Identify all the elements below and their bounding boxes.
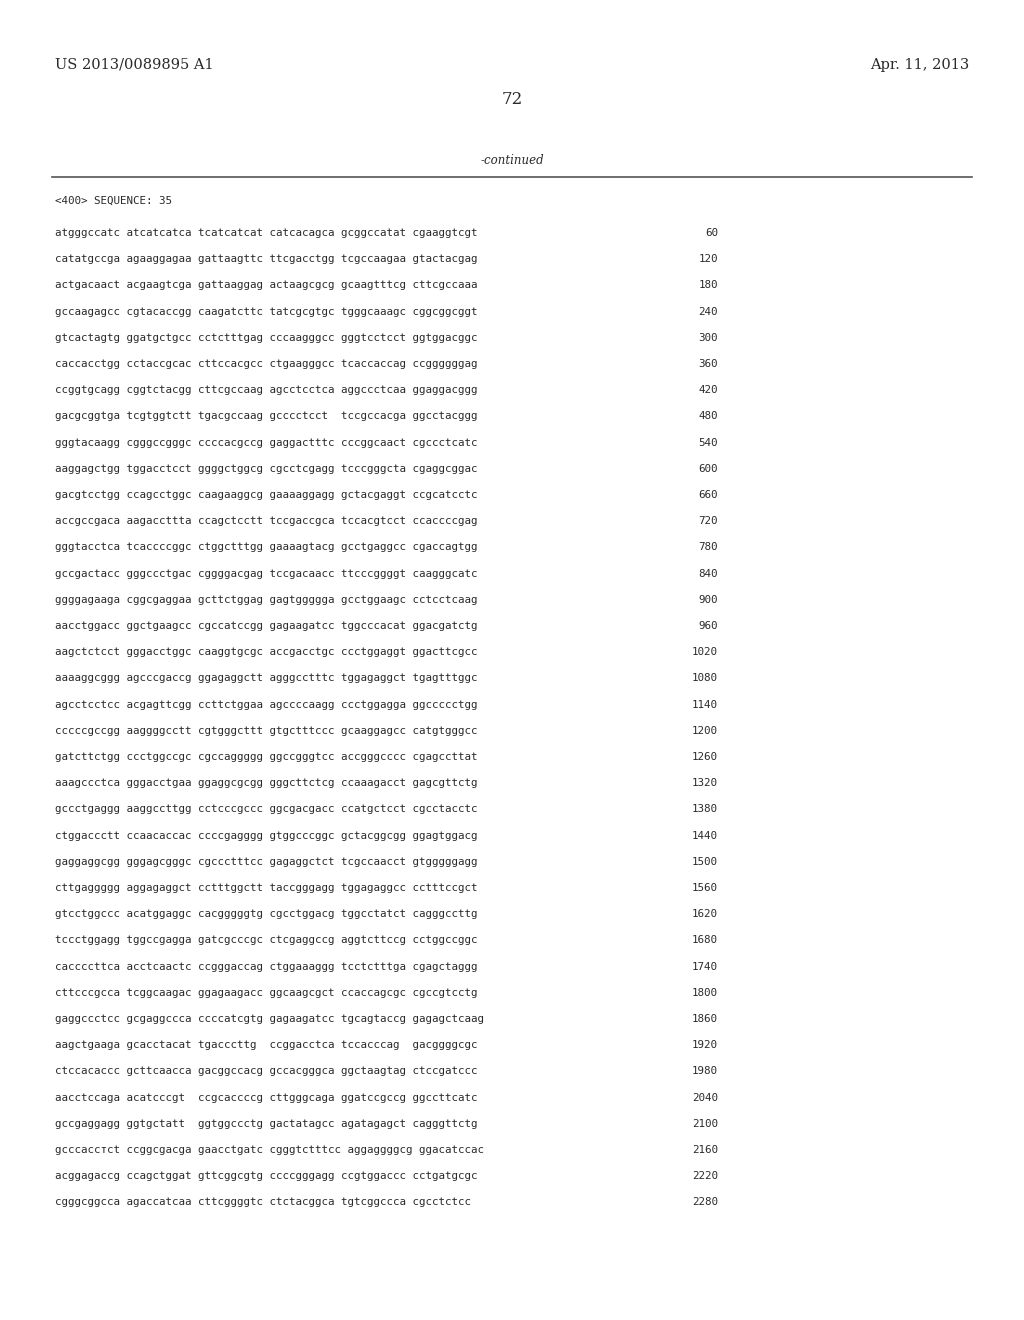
Text: 2280: 2280 bbox=[692, 1197, 718, 1208]
Text: gccgactacc gggccctgac cggggacgag tccgacaacc ttcccggggt caagggcatc: gccgactacc gggccctgac cggggacgag tccgaca… bbox=[55, 569, 477, 578]
Text: caccccttca acctcaactc ccgggaccag ctggaaaggg tcctctttga cgagctaggg: caccccttca acctcaactc ccgggaccag ctggaaa… bbox=[55, 961, 477, 972]
Text: gccctgaggg aaggccttgg cctcccgccc ggcgacgacc ccatgctcct cgcctacctc: gccctgaggg aaggccttgg cctcccgccc ggcgacg… bbox=[55, 804, 477, 814]
Text: 1800: 1800 bbox=[692, 987, 718, 998]
Text: 1740: 1740 bbox=[692, 961, 718, 972]
Text: gggtacctca tcaccccggc ctggctttgg gaaaagtacg gcctgaggcc cgaccagtgg: gggtacctca tcaccccggc ctggctttgg gaaaagt… bbox=[55, 543, 477, 552]
Text: 1980: 1980 bbox=[692, 1067, 718, 1076]
Text: 1920: 1920 bbox=[692, 1040, 718, 1051]
Text: 420: 420 bbox=[698, 385, 718, 395]
Text: tccctggagg tggccgagga gatcgcccgc ctcgaggccg aggtcttccg cctggccggc: tccctggagg tggccgagga gatcgcccgc ctcgagg… bbox=[55, 936, 477, 945]
Text: Apr. 11, 2013: Apr. 11, 2013 bbox=[869, 58, 969, 73]
Text: 840: 840 bbox=[698, 569, 718, 578]
Text: aacctggacc ggctgaagcc cgccatccgg gagaagatcc tggcccacat ggacgatctg: aacctggacc ggctgaagcc cgccatccgg gagaaga… bbox=[55, 620, 477, 631]
Text: gtcactagtg ggatgctgcc cctctttgag cccaagggcc gggtcctcct ggtggacggc: gtcactagtg ggatgctgcc cctctttgag cccaagg… bbox=[55, 333, 477, 343]
Text: 1140: 1140 bbox=[692, 700, 718, 710]
Text: gaggccctcc gcgaggccca ccccatcgtg gagaagatcc tgcagtaccg gagagctcaag: gaggccctcc gcgaggccca ccccatcgtg gagaaga… bbox=[55, 1014, 484, 1024]
Text: 2040: 2040 bbox=[692, 1093, 718, 1102]
Text: caccacctgg cctaccgcac cttccacgcc ctgaagggcc tcaccaccag ccggggggag: caccacctgg cctaccgcac cttccacgcc ctgaagg… bbox=[55, 359, 477, 370]
Text: agcctcctcc acgagttcgg ccttctggaa agccccaagg ccctggagga ggccccctgg: agcctcctcc acgagttcgg ccttctggaa agcccca… bbox=[55, 700, 477, 710]
Text: 540: 540 bbox=[698, 438, 718, 447]
Text: atgggccatc atcatcatca tcatcatcat catcacagca gcggccatat cgaaggtcgt: atgggccatc atcatcatca tcatcatcat catcaca… bbox=[55, 228, 477, 238]
Text: 2220: 2220 bbox=[692, 1171, 718, 1181]
Text: 2100: 2100 bbox=[692, 1119, 718, 1129]
Text: gatcttctgg ccctggccgc cgccaggggg ggccgggtcc accgggcccc cgagccttat: gatcttctgg ccctggccgc cgccaggggg ggccggg… bbox=[55, 752, 477, 762]
Text: 1200: 1200 bbox=[692, 726, 718, 735]
Text: aagctgaaga gcacctacat tgacccttg  ccggacctca tccacccag  gacggggcgc: aagctgaaga gcacctacat tgacccttg ccggacct… bbox=[55, 1040, 477, 1051]
Text: 480: 480 bbox=[698, 412, 718, 421]
Text: gacgtcctgg ccagcctggc caagaaggcg gaaaaggagg gctacgaggt ccgcatcctc: gacgtcctgg ccagcctggc caagaaggcg gaaaagg… bbox=[55, 490, 477, 500]
Text: aaggagctgg tggacctcct ggggctggcg cgcctcgagg tcccgggcta cgaggcggac: aaggagctgg tggacctcct ggggctggcg cgcctcg… bbox=[55, 463, 477, 474]
Text: ctggaccctt ccaacaccac ccccgagggg gtggcccggc gctacggcgg ggagtggacg: ctggaccctt ccaacaccac ccccgagggg gtggccc… bbox=[55, 830, 477, 841]
Text: cttgaggggg aggagaggct cctttggctt taccgggagg tggagaggcc cctttccgct: cttgaggggg aggagaggct cctttggctt taccggg… bbox=[55, 883, 477, 894]
Text: cgggcggcca agaccatcaa cttcggggtc ctctacggca tgtcggccca cgcctctcc: cgggcggcca agaccatcaa cttcggggtc ctctacg… bbox=[55, 1197, 471, 1208]
Text: 1860: 1860 bbox=[692, 1014, 718, 1024]
Text: gtcctggccc acatggaggc cacgggggtg cgcctggacg tggcctatct cagggccttg: gtcctggccc acatggaggc cacgggggtg cgcctgg… bbox=[55, 909, 477, 919]
Text: 120: 120 bbox=[698, 255, 718, 264]
Text: 600: 600 bbox=[698, 463, 718, 474]
Text: 300: 300 bbox=[698, 333, 718, 343]
Text: 1380: 1380 bbox=[692, 804, 718, 814]
Text: US 2013/0089895 A1: US 2013/0089895 A1 bbox=[55, 58, 214, 73]
Text: cttcccgcca tcggcaagac ggagaagacc ggcaagcgct ccaccagcgc cgccgtcctg: cttcccgcca tcggcaagac ggagaagacc ggcaagc… bbox=[55, 987, 477, 998]
Text: cccccgccgg aaggggcctt cgtgggcttt gtgctttccc gcaaggagcc catgtgggcc: cccccgccgg aaggggcctt cgtgggcttt gtgcttt… bbox=[55, 726, 477, 735]
Text: 72: 72 bbox=[502, 91, 522, 108]
Text: 1260: 1260 bbox=[692, 752, 718, 762]
Text: ctccacaccc gcttcaacca gacggccacg gccacgggca ggctaagtag ctccgatccc: ctccacaccc gcttcaacca gacggccacg gccacgg… bbox=[55, 1067, 477, 1076]
Text: gcccaccтct ccggcgacga gaacctgatc cgggtctttcc aggaggggcg ggacatccac: gcccaccтct ccggcgacga gaacctgatc cgggtct… bbox=[55, 1144, 484, 1155]
Text: 1320: 1320 bbox=[692, 779, 718, 788]
Text: catatgccga agaaggagaa gattaagttc ttcgacctgg tcgccaagaa gtactacgag: catatgccga agaaggagaa gattaagttc ttcgacc… bbox=[55, 255, 477, 264]
Text: aaaaggcggg agcccgaccg ggagaggctt agggcctttc tggagaggct tgagtttggc: aaaaggcggg agcccgaccg ggagaggctt agggcct… bbox=[55, 673, 477, 684]
Text: aaagccctca gggacctgaa ggaggcgcgg gggcttctcg ccaaagacct gagcgttctg: aaagccctca gggacctgaa ggaggcgcgg gggcttc… bbox=[55, 779, 477, 788]
Text: 1620: 1620 bbox=[692, 909, 718, 919]
Text: 1020: 1020 bbox=[692, 647, 718, 657]
Text: 1680: 1680 bbox=[692, 936, 718, 945]
Text: aagctctcct gggacctggc caaggtgcgc accgacctgc ccctggaggt ggacttcgcc: aagctctcct gggacctggc caaggtgcgc accgacc… bbox=[55, 647, 477, 657]
Text: 1080: 1080 bbox=[692, 673, 718, 684]
Text: gggtacaagg cgggccgggc ccccacgccg gaggactttc cccggcaact cgccctcatc: gggtacaagg cgggccgggc ccccacgccg gaggact… bbox=[55, 438, 477, 447]
Text: accgccgaca aagaccttta ccagctcctt tccgaccgca tccacgtcct ccaccccgag: accgccgaca aagaccttta ccagctcctt tccgacc… bbox=[55, 516, 477, 527]
Text: 960: 960 bbox=[698, 620, 718, 631]
Text: acggagaccg ccagctggat gttcggcgtg ccccgggagg ccgtggaccc cctgatgcgc: acggagaccg ccagctggat gttcggcgtg ccccggg… bbox=[55, 1171, 477, 1181]
Text: gccaagagcc cgtacaccgg caagatcttc tatcgcgtgc tgggcaaagc cggcggcggt: gccaagagcc cgtacaccgg caagatcttc tatcgcg… bbox=[55, 306, 477, 317]
Text: 240: 240 bbox=[698, 306, 718, 317]
Text: gacgcggtga tcgtggtctt tgacgccaag gcccctcct  tccgccacga ggcctacggg: gacgcggtga tcgtggtctt tgacgccaag gcccctc… bbox=[55, 412, 477, 421]
Text: 180: 180 bbox=[698, 280, 718, 290]
Text: gccgaggagg ggtgctatt  ggtggccctg gactatagcc agatagagct cagggttctg: gccgaggagg ggtgctatt ggtggccctg gactatag… bbox=[55, 1119, 477, 1129]
Text: 1440: 1440 bbox=[692, 830, 718, 841]
Text: 900: 900 bbox=[698, 595, 718, 605]
Text: <400> SEQUENCE: 35: <400> SEQUENCE: 35 bbox=[55, 195, 172, 206]
Text: ccggtgcagg cggtctacgg cttcgccaag agcctcctca aggccctcaa ggaggacggg: ccggtgcagg cggtctacgg cttcgccaag agcctcc… bbox=[55, 385, 477, 395]
Text: aacctccaga acatcccgt  ccgcaccccg cttgggcaga ggatccgccg ggccttcatc: aacctccaga acatcccgt ccgcaccccg cttgggca… bbox=[55, 1093, 477, 1102]
Text: ggggagaaga cggcgaggaa gcttctggag gagtggggga gcctggaagc cctcctcaag: ggggagaaga cggcgaggaa gcttctggag gagtggg… bbox=[55, 595, 477, 605]
Text: actgacaact acgaagtcga gattaaggag actaagcgcg gcaagtttcg cttcgccaaa: actgacaact acgaagtcga gattaaggag actaagc… bbox=[55, 280, 477, 290]
Text: 780: 780 bbox=[698, 543, 718, 552]
Text: 60: 60 bbox=[705, 228, 718, 238]
Text: 2160: 2160 bbox=[692, 1144, 718, 1155]
Text: 1500: 1500 bbox=[692, 857, 718, 867]
Text: 360: 360 bbox=[698, 359, 718, 370]
Text: gaggaggcgg gggagcgggc cgccctttcc gagaggctct tcgccaacct gtgggggagg: gaggaggcgg gggagcgggc cgccctttcc gagaggc… bbox=[55, 857, 477, 867]
Text: -continued: -continued bbox=[480, 153, 544, 166]
Text: 660: 660 bbox=[698, 490, 718, 500]
Text: 1560: 1560 bbox=[692, 883, 718, 894]
Text: 720: 720 bbox=[698, 516, 718, 527]
